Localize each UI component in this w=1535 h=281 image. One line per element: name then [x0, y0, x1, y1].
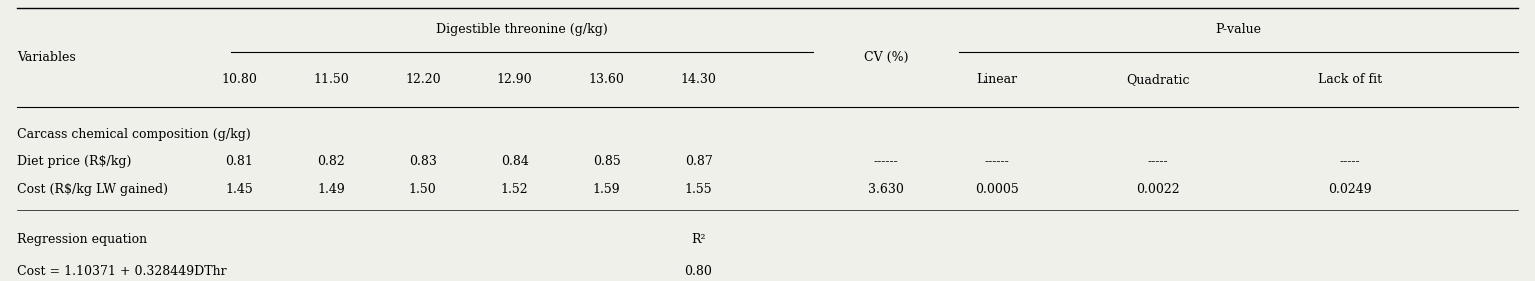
- Text: ------: ------: [985, 155, 1010, 168]
- Text: 13.60: 13.60: [589, 73, 625, 86]
- Text: Diet price (R$/kg): Diet price (R$/kg): [17, 155, 130, 168]
- Text: 12.90: 12.90: [497, 73, 533, 86]
- Text: 1.49: 1.49: [316, 183, 345, 196]
- Text: ------: ------: [873, 155, 898, 168]
- Text: Quadratic: Quadratic: [1127, 73, 1190, 86]
- Text: 3.630: 3.630: [869, 183, 904, 196]
- Text: 0.84: 0.84: [500, 155, 528, 168]
- Text: Carcass chemical composition (g/kg): Carcass chemical composition (g/kg): [17, 128, 250, 141]
- Text: 0.80: 0.80: [685, 265, 712, 278]
- Text: 0.83: 0.83: [408, 155, 436, 168]
- Text: 1.50: 1.50: [408, 183, 436, 196]
- Text: 14.30: 14.30: [680, 73, 717, 86]
- Text: 10.80: 10.80: [221, 73, 256, 86]
- Text: Variables: Variables: [17, 51, 75, 64]
- Text: Regression equation: Regression equation: [17, 234, 147, 246]
- Text: 11.50: 11.50: [313, 73, 348, 86]
- Text: Cost (R$/kg LW gained): Cost (R$/kg LW gained): [17, 183, 167, 196]
- Text: 1.59: 1.59: [593, 183, 620, 196]
- Text: Linear: Linear: [976, 73, 1018, 86]
- Text: 0.87: 0.87: [685, 155, 712, 168]
- Text: 1.55: 1.55: [685, 183, 712, 196]
- Text: Digestible threonine (g/kg): Digestible threonine (g/kg): [436, 23, 608, 37]
- Text: -----: -----: [1340, 155, 1360, 168]
- Text: 1.45: 1.45: [226, 183, 253, 196]
- Text: 0.85: 0.85: [593, 155, 620, 168]
- Text: 0.0005: 0.0005: [975, 183, 1019, 196]
- Text: Cost = 1.10371 + 0.328449DThr: Cost = 1.10371 + 0.328449DThr: [17, 265, 226, 278]
- Text: 0.0249: 0.0249: [1328, 183, 1372, 196]
- Text: P-value: P-value: [1216, 23, 1262, 37]
- Text: -----: -----: [1148, 155, 1168, 168]
- Text: 1.52: 1.52: [500, 183, 528, 196]
- Text: Lack of fit: Lack of fit: [1317, 73, 1382, 86]
- Text: 0.81: 0.81: [226, 155, 253, 168]
- Text: R²: R²: [691, 234, 706, 246]
- Text: 12.20: 12.20: [405, 73, 441, 86]
- Text: 0.82: 0.82: [316, 155, 345, 168]
- Text: CV (%): CV (%): [864, 51, 909, 64]
- Text: 0.0022: 0.0022: [1136, 183, 1180, 196]
